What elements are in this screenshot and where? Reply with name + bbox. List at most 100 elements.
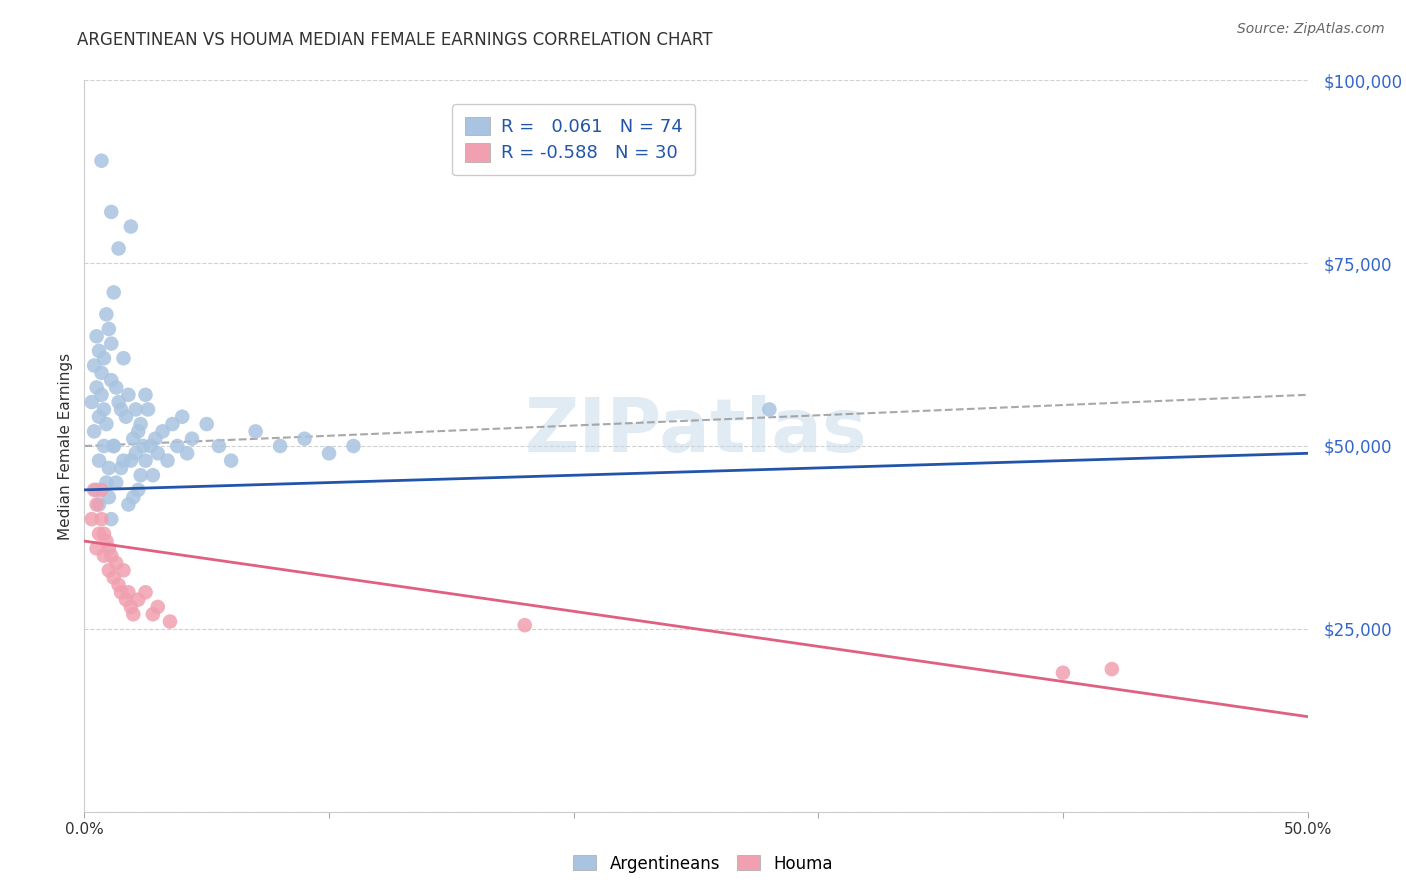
Point (105, 475, 128, 490)
Point (117, 585, 139, 599)
Point (93, 402, 115, 417)
Point (156, 453, 179, 467)
Point (143, 432, 166, 446)
Point (86, 380, 108, 394)
Point (86, 498, 108, 512)
Point (117, 388, 139, 402)
Point (93, 526, 115, 541)
Point (142, 468, 165, 483)
Point (318, 446, 340, 460)
Point (96, 307, 118, 321)
Point (96, 475, 118, 490)
Point (100, 205, 122, 219)
Point (758, 402, 780, 417)
Point (136, 402, 159, 417)
Point (1052, 665, 1074, 680)
Point (96, 534, 118, 549)
Point (112, 453, 135, 467)
Point (135, 388, 157, 402)
Point (127, 592, 149, 607)
Point (269, 439, 291, 453)
Point (90, 366, 112, 380)
Point (87, 343, 110, 358)
Point (129, 417, 152, 431)
Point (122, 490, 145, 504)
Text: ARGENTINEAN VS HOUMA MEDIAN FEMALE EARNINGS CORRELATION CHART: ARGENTINEAN VS HOUMA MEDIAN FEMALE EARNI… (77, 31, 713, 49)
Point (105, 556, 128, 570)
Point (125, 446, 148, 460)
Point (152, 425, 174, 439)
Point (110, 461, 132, 475)
Point (132, 439, 155, 453)
Point (176, 446, 198, 460)
Point (80, 395, 103, 409)
Point (100, 512, 122, 526)
Point (97, 461, 120, 475)
Point (127, 425, 149, 439)
Point (97, 322, 120, 336)
Point (245, 425, 267, 439)
Point (97, 563, 120, 577)
Point (103, 439, 125, 453)
Point (115, 592, 138, 607)
Point (195, 417, 218, 431)
Point (93, 549, 115, 563)
Y-axis label: Median Female Earnings: Median Female Earnings (58, 352, 73, 540)
Point (87, 498, 110, 512)
Point (105, 380, 128, 394)
Point (87, 409, 110, 424)
Point (83, 359, 105, 373)
Point (159, 615, 181, 629)
Point (87, 453, 110, 467)
Point (96, 417, 118, 431)
Point (107, 578, 129, 592)
Point (83, 425, 105, 439)
Point (112, 351, 135, 366)
Point (90, 388, 112, 402)
Point (120, 599, 142, 614)
Point (115, 409, 138, 424)
Point (103, 439, 125, 453)
Point (129, 468, 152, 483)
Point (100, 336, 122, 351)
Point (90, 483, 112, 497)
Legend: R =   0.061   N = 74, R = -0.588   N = 30: R = 0.061 N = 74, R = -0.588 N = 30 (453, 104, 695, 175)
Point (93, 439, 115, 453)
Point (86, 329, 108, 343)
Point (122, 607, 145, 622)
Point (146, 599, 169, 614)
Point (139, 439, 162, 453)
Point (135, 585, 157, 599)
Point (86, 483, 108, 497)
Point (110, 402, 132, 417)
Point (103, 571, 125, 585)
Text: Source: ZipAtlas.com: Source: ZipAtlas.com (1237, 22, 1385, 37)
Point (90, 512, 112, 526)
Point (100, 549, 122, 563)
Point (97, 541, 120, 556)
Point (219, 453, 242, 467)
Point (162, 417, 184, 431)
Point (513, 618, 536, 632)
Point (294, 432, 316, 446)
Point (83, 483, 105, 497)
Point (107, 395, 129, 409)
Point (90, 153, 112, 168)
Point (127, 483, 149, 497)
Point (208, 439, 231, 453)
Point (107, 242, 129, 256)
Text: ZIPatlas: ZIPatlas (524, 395, 868, 468)
Point (80, 512, 103, 526)
Point (122, 432, 145, 446)
Point (1101, 662, 1123, 676)
Point (181, 432, 204, 446)
Point (120, 453, 142, 467)
Point (166, 439, 188, 453)
Point (100, 373, 122, 387)
Point (87, 526, 110, 541)
Point (117, 498, 139, 512)
Point (146, 446, 169, 460)
Point (86, 541, 108, 556)
Point (112, 563, 135, 577)
Point (103, 285, 125, 300)
